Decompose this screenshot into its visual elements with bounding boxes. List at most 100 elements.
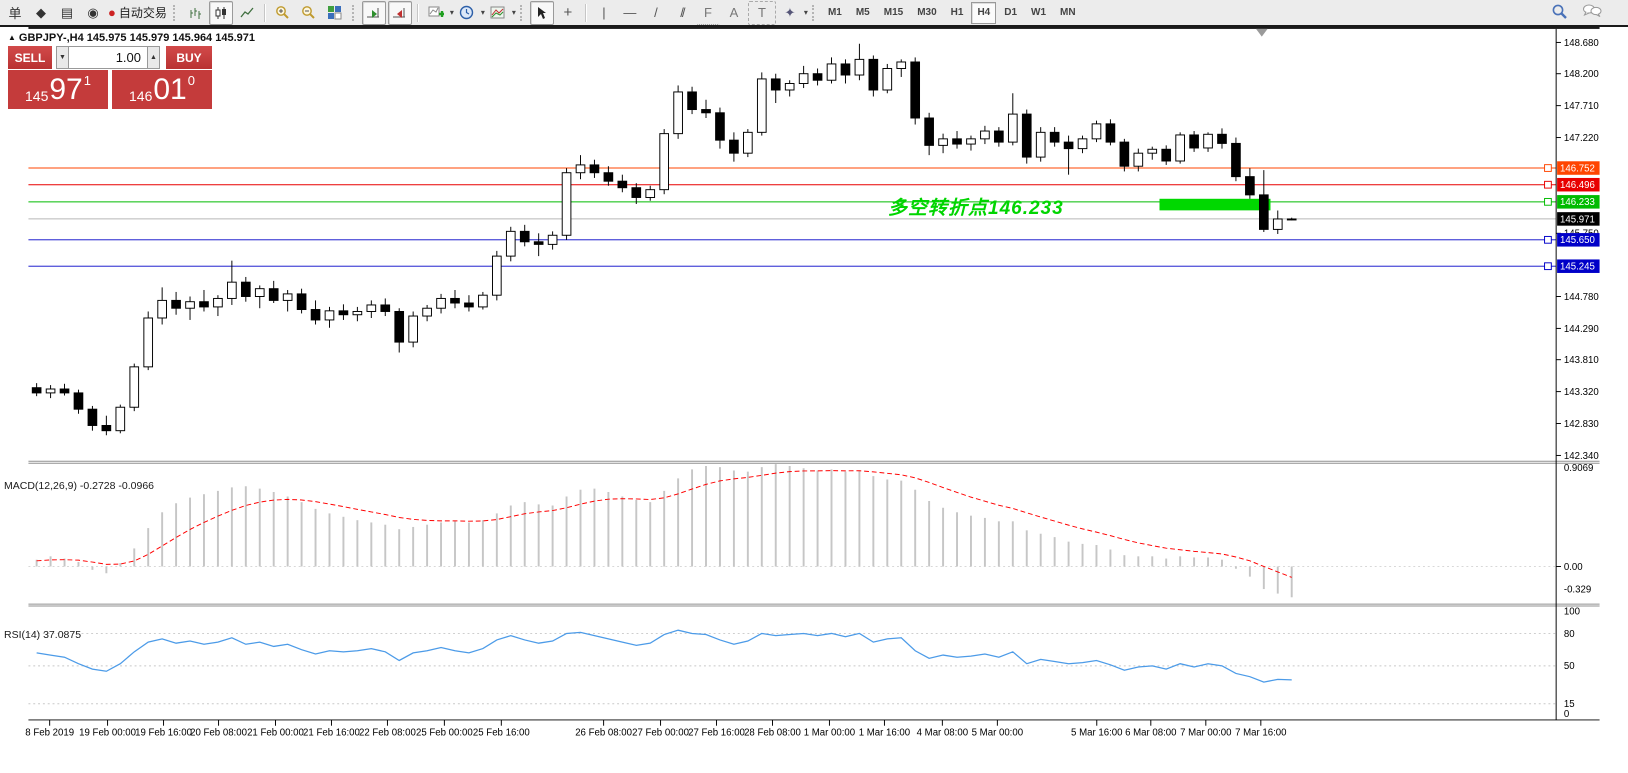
chat-icon[interactable] [1582,3,1602,25]
horizontal-price-lines[interactable] [28,167,1557,267]
svg-text:0: 0 [1564,709,1569,720]
line-handle[interactable] [1544,235,1552,244]
arrows-dropdown-icon[interactable]: ▾ [803,8,808,17]
timeframe-button-W1[interactable]: W1 [1031,7,1047,18]
symbol-info: ▲ GBPJPY-,H4 145.975 145.979 145.964 145.… [8,32,255,44]
partial-order-button[interactable]: 单 [8,6,22,21]
line-chart-icon[interactable] [235,1,259,25]
toolbar-separator [263,3,266,22]
charts-window-icon[interactable]: ▤ [60,5,74,20]
svg-text:142.340: 142.340 [1564,451,1599,462]
svg-text:144.290: 144.290 [1564,324,1599,335]
cursor-icon[interactable] [529,0,554,25]
buy-price-big: 01 [153,72,187,106]
svg-text:147.710: 147.710 [1564,101,1599,112]
line-handle[interactable] [1544,180,1552,189]
candles-group [31,43,1297,436]
svg-text:19 Feb 00:00: 19 Feb 00:00 [79,727,136,738]
tile-windows-icon[interactable] [323,1,347,25]
indicators-dropdown-icon[interactable]: ▾ [449,8,454,17]
periods-dropdown-icon[interactable]: ▾ [480,8,485,17]
timeframe-button-H4[interactable]: H4 [971,1,997,24]
timeframe-button-D1[interactable]: D1 [1004,7,1018,18]
svg-text:146.752: 146.752 [1560,163,1595,174]
text-label-tool-icon[interactable]: T [747,0,776,25]
buy-price-base: 146 [129,88,153,104]
svg-text:80: 80 [1564,629,1575,640]
timeframe-button-M15[interactable]: M15 [883,7,904,18]
new-order-icon[interactable]: ◆ [36,5,46,20]
bar-chart-icon[interactable] [183,1,207,25]
svg-text:146.233: 146.233 [1560,197,1595,208]
candlestick-chart-icon[interactable] [208,0,233,25]
svg-text:21 Feb 16:00: 21 Feb 16:00 [303,727,360,738]
timeframe-button-M30[interactable]: M30 [917,7,937,18]
buy-price[interactable]: 146 01 0 [112,70,212,109]
timeframe-button-M5[interactable]: M5 [855,7,870,18]
svg-text:7 Mar 00:00: 7 Mar 00:00 [1180,727,1231,738]
highlight-rectangle[interactable] [1159,198,1271,211]
line-handle[interactable] [1544,197,1552,206]
svg-text:6 Mar 08:00: 6 Mar 08:00 [1125,727,1176,738]
svg-text:50: 50 [1564,661,1575,672]
templates-dropdown-icon[interactable]: ▾ [511,8,516,17]
volume-down-button[interactable]: ▼ [56,46,69,69]
autotrading-button[interactable]: ● 自动交易 [107,1,168,25]
toolbar-grip [519,4,525,21]
timeframe-button-M1[interactable]: M1 [827,7,842,18]
chart-canvas: 148.680148.200147.710147.220145.750144.7… [25,27,1600,738]
chart-shift-marker-icon[interactable] [1256,28,1268,37]
svg-text:144.780: 144.780 [1564,292,1599,303]
trendline-tool-icon[interactable]: / [654,5,658,20]
indicators-icon[interactable] [424,1,448,25]
svg-text:15: 15 [1564,699,1575,710]
templates-icon[interactable] [486,1,510,25]
sell-price-pip: 1 [83,73,91,88]
macd-indicator-label: MACD(12,26,9) -0.2728 -0.0966 [4,480,154,492]
fibonacci-tool-icon[interactable]: F [695,1,720,25]
channel-tool-icon[interactable]: // [680,5,685,20]
arrows-tool-icon[interactable]: ✦ [784,5,796,20]
auto-scroll-icon[interactable] [361,0,386,25]
text-tool-icon[interactable]: A [729,5,739,20]
volume-input[interactable]: 1.00 [69,46,147,69]
rsi-pane: 100 80 50 150 [28,607,1580,720]
zoom-in-icon[interactable] [271,1,295,25]
rsi-indicator-label: RSI(14) 37.0875 [4,629,82,641]
collapse-marker-icon[interactable]: ▲ [8,33,16,42]
svg-text:21 Feb 00:00: 21 Feb 00:00 [247,727,304,738]
search-icon[interactable] [1551,3,1568,25]
volume-up-button[interactable]: ▲ [147,46,160,69]
timeframe-button-H1[interactable]: H1 [950,7,964,18]
svg-text:142.830: 142.830 [1564,419,1599,430]
toolbar-grip [811,4,817,21]
svg-text:26 Feb 08:00: 26 Feb 08:00 [575,727,632,738]
autotrading-label: 自动交易 [118,6,167,20]
zoom-out-icon[interactable] [297,1,321,25]
signal-icon[interactable]: ◉ [87,5,99,20]
one-click-trading-panel: SELL ▼ 1.00 ▲ BUY 145 97 1 146 01 0 [8,46,212,109]
price-line-label-145.245 [1557,259,1600,273]
sell-price[interactable]: 145 97 1 [8,70,108,109]
toolbar-grip [351,4,357,21]
line-handle[interactable] [1544,164,1552,172]
svg-text:147.220: 147.220 [1564,133,1599,144]
crosshair-icon[interactable]: + [563,4,573,21]
sell-button[interactable]: SELL [8,46,52,69]
vertical-line-tool-icon[interactable]: | [602,5,606,20]
pivot-annotation-text[interactable]: 多空转折点146.233 [888,198,1064,219]
line-handle[interactable] [1544,262,1552,271]
horizontal-line-tool-icon[interactable]: — [623,5,637,20]
svg-text:145.245: 145.245 [1560,262,1595,273]
svg-text:25 Feb 00:00: 25 Feb 00:00 [416,727,473,738]
svg-text:100: 100 [1564,607,1580,618]
price-line-label-145.650 [1557,233,1600,247]
buy-button[interactable]: BUY [166,46,212,69]
timeframe-button-MN[interactable]: MN [1060,7,1076,18]
periods-icon[interactable] [455,1,479,25]
svg-text:25 Feb 16:00: 25 Feb 16:00 [473,727,530,738]
chart-shift-icon[interactable] [387,0,412,25]
svg-text:22 Feb 08:00: 22 Feb 08:00 [359,727,416,738]
svg-text:5 Mar 16:00: 5 Mar 16:00 [1071,727,1122,738]
